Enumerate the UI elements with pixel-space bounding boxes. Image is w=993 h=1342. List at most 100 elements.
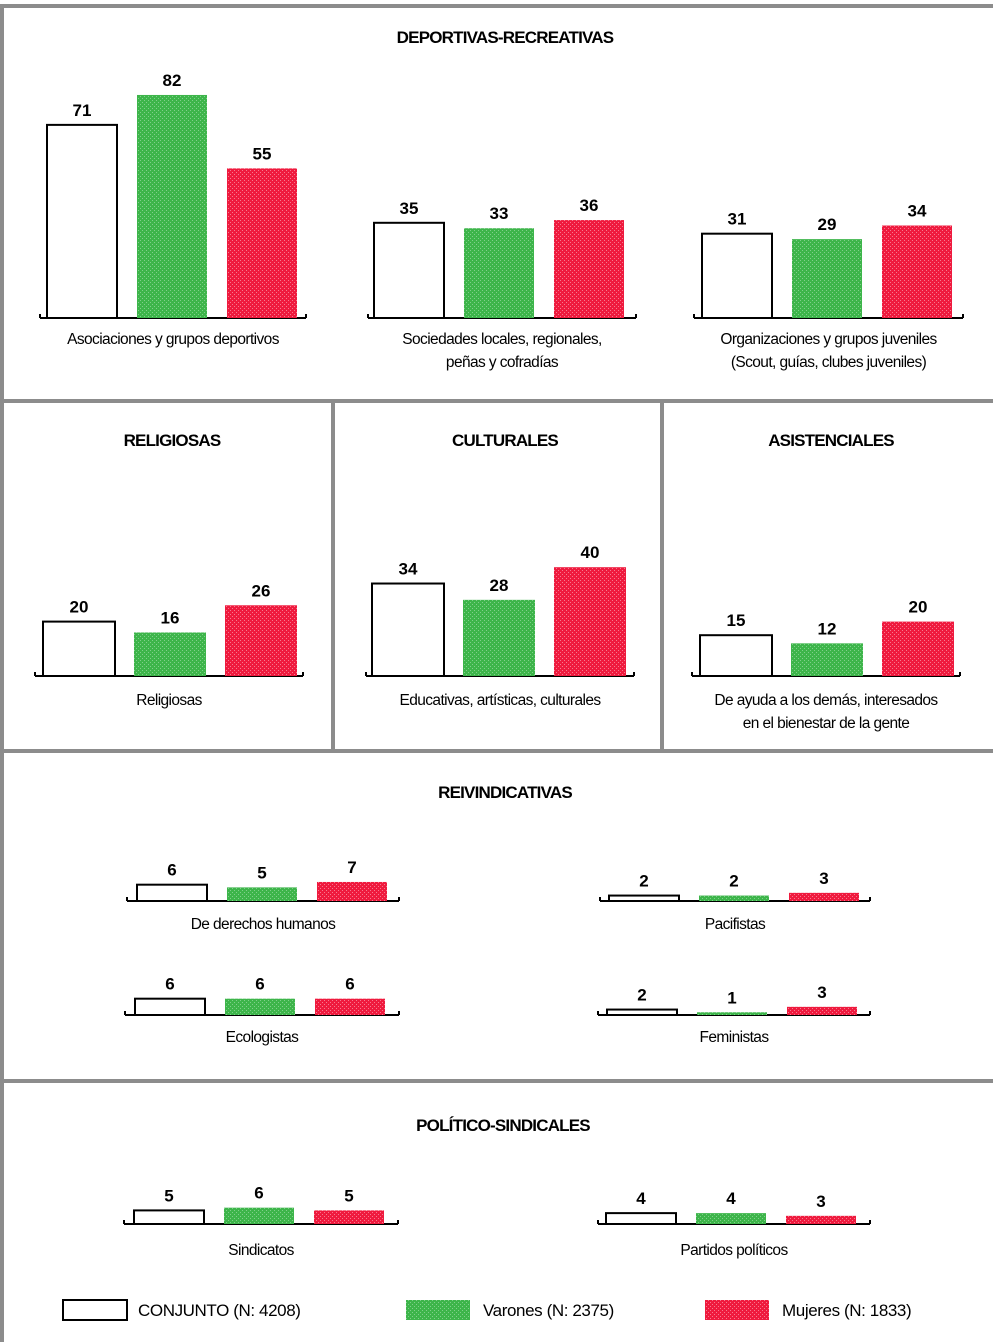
section-title: DEPORTIVAS-RECREATIVAS	[397, 28, 614, 47]
legend-label: Varones (N: 2375)	[483, 1301, 614, 1320]
section-title: REIVINDICATIVAS	[438, 783, 572, 802]
bar-value-label: 33	[490, 204, 509, 223]
bar-value-label: 2	[639, 872, 648, 891]
bar-value-label: 82	[163, 71, 182, 90]
section-panel: RELIGIOSAS 20 16 26 Religiosas	[34, 431, 304, 709]
bar-mujeres	[786, 1215, 856, 1224]
section-panel: CULTURALES 34 28 40 Educativas, artísticas, …	[365, 431, 635, 709]
bar-mujeres	[882, 621, 954, 676]
bar-value-label: 26	[252, 581, 271, 600]
bar-value-label: 55	[253, 144, 272, 163]
bar-conjunto	[136, 883, 208, 902]
bar-conjunto	[373, 221, 445, 319]
bar-value-label: 15	[727, 611, 746, 630]
bar-varones	[464, 228, 534, 318]
bar-mujeres	[554, 220, 624, 318]
bar-conjunto	[699, 634, 773, 678]
bar-value-label: 3	[819, 869, 828, 888]
category-label: en el bienestar de la gente	[743, 715, 910, 732]
category-label: Ecologistas	[226, 1029, 300, 1046]
bar-value-label: 5	[164, 1186, 173, 1205]
bar-group: 5 6 5 Sindicatos	[123, 1184, 399, 1259]
bar-conjunto	[134, 997, 206, 1016]
legend-item-varones: Varones (N: 2375)	[406, 1300, 614, 1320]
bar-group: 15 12 20 De ayuda a los demás, interesados e…	[691, 598, 961, 732]
bar-mujeres	[554, 567, 626, 676]
bar-varones	[225, 998, 295, 1015]
bar-conjunto	[605, 1212, 677, 1225]
category-label: Sindicatos	[228, 1242, 294, 1259]
category-label: Asociaciones y grupos deportivos	[67, 331, 280, 348]
bar-value-label: 28	[490, 576, 509, 595]
bar-value-label: 20	[70, 598, 89, 617]
bar-mujeres	[787, 1006, 857, 1015]
bar-value-label: 71	[73, 101, 92, 120]
bar-mujeres	[227, 168, 297, 318]
bar-group: 71 82 55 Asociaciones y grupos deportivos	[39, 71, 307, 348]
bar-value-label: 2	[637, 986, 646, 1005]
bar-value-label: 1	[727, 988, 736, 1007]
section-panel: POLÍTICO-SINDICALES 5 6 5 Sindicatos 4 4 3 Parti…	[123, 1116, 871, 1259]
bar-value-label: 2	[729, 872, 738, 891]
bar-conjunto	[371, 582, 445, 678]
bar-varones	[792, 239, 862, 318]
bar-value-label: 4	[726, 1189, 736, 1208]
bar-varones	[224, 1207, 294, 1224]
bar-group: 6 5 7 De derechos humanos	[126, 858, 400, 933]
section-panel: ASISTENCIALES 15 12 20 De ayuda a los demás,…	[691, 431, 961, 732]
bar-value-label: 29	[818, 215, 837, 234]
bar-varones	[696, 1213, 766, 1224]
legend-item-conjunto: CONJUNTO (N: 4208)	[62, 1299, 301, 1321]
bar-value-label: 16	[161, 608, 180, 627]
bar-conjunto	[606, 1008, 678, 1016]
category-label: Feministas	[700, 1029, 770, 1046]
bar-value-label: 5	[344, 1186, 353, 1205]
bar-value-label: 35	[400, 199, 419, 218]
bar-value-label: 34	[908, 202, 927, 221]
category-label: (Scout, guías, clubes juveniles)	[731, 354, 927, 371]
bar-varones	[699, 895, 769, 901]
bar-mujeres	[317, 881, 387, 901]
bar-varones	[134, 632, 206, 676]
bar-value-label: 34	[399, 560, 418, 579]
category-label: Partidos políticos	[680, 1242, 788, 1259]
bar-group: 4 4 3 Partidos políticos	[597, 1189, 871, 1259]
bar-varones	[791, 643, 863, 676]
bar-group: 6 6 6 Ecologistas	[124, 975, 400, 1046]
category-label: De ayuda a los demás, interesados	[714, 692, 938, 709]
bar-group: 31 29 34 Organizaciones y grupos juveniles (…	[693, 202, 964, 371]
bar-varones	[227, 887, 297, 901]
bar-conjunto	[133, 1209, 205, 1226]
bar-value-label: 5	[257, 863, 266, 882]
legend-label: Mujeres (N: 1833)	[782, 1301, 911, 1320]
bar-value-label: 4	[636, 1189, 646, 1208]
bar-group: 35 33 36 Sociedades locales, regionales, peñ…	[367, 196, 637, 371]
bar-value-label: 3	[817, 983, 826, 1002]
bar-mujeres	[882, 225, 952, 318]
bar-varones	[697, 1012, 767, 1015]
category-label: peñas y cofradías	[446, 354, 559, 371]
legend-item-mujeres: Mujeres (N: 1833)	[705, 1300, 912, 1320]
category-label: Organizaciones y grupos juveniles	[720, 331, 937, 348]
section-title: RELIGIOSAS	[124, 431, 221, 450]
bar-mujeres	[225, 605, 297, 676]
category-label: Sociedades locales, regionales,	[402, 331, 601, 348]
bar-value-label: 6	[345, 975, 354, 994]
bar-value-label: 6	[165, 975, 174, 994]
bar-value-label: 31	[728, 210, 747, 229]
category-label: De derechos humanos	[191, 916, 336, 933]
bar-value-label: 6	[255, 975, 264, 994]
bar-mujeres	[314, 1210, 384, 1224]
section-title: POLÍTICO-SINDICALES	[416, 1116, 590, 1135]
bar-group: 2 2 3 Pacifistas	[599, 869, 871, 933]
bar-value-label: 7	[347, 858, 356, 877]
bar-conjunto	[46, 123, 118, 319]
legend-swatch	[62, 1299, 128, 1321]
section-panel: DEPORTIVAS-RECREATIVAS 71 82 55 Asociaciones…	[39, 28, 964, 371]
bar-group: 34 28 40 Educativas, artísticas, culturales	[365, 543, 635, 709]
bar-value-label: 12	[818, 619, 837, 638]
bar-mujeres	[315, 998, 385, 1015]
bar-value-label: 36	[580, 196, 599, 215]
